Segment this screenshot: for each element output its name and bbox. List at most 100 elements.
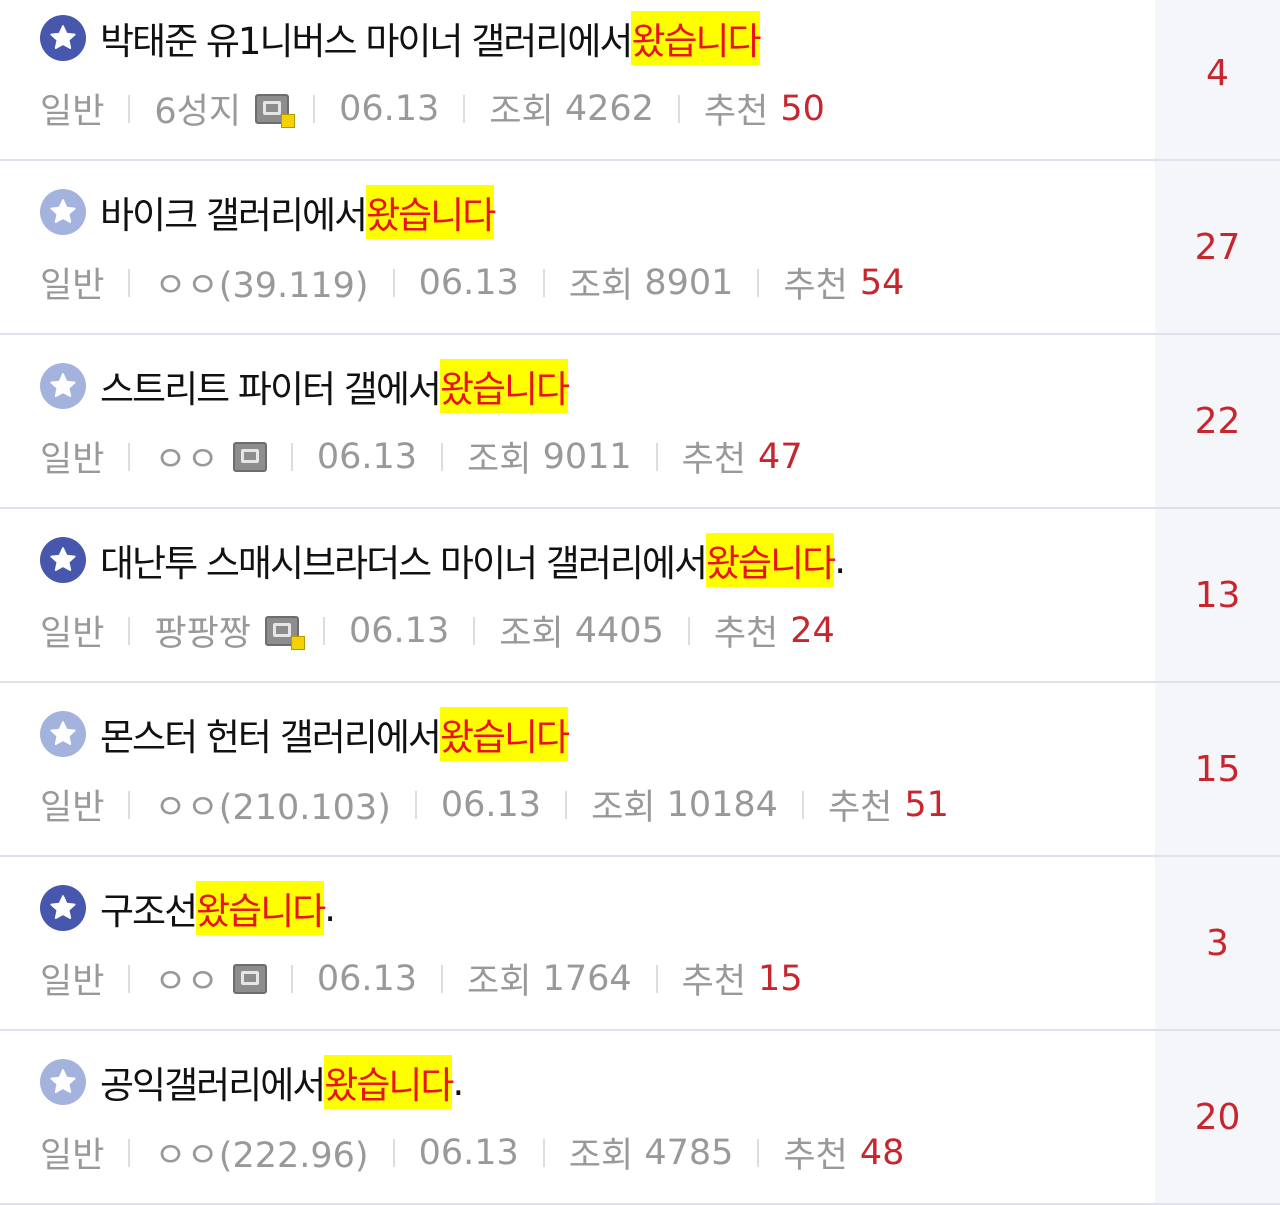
author[interactable]: ㅇㅇ — [154, 962, 219, 1002]
comment-count[interactable]: 20 — [1155, 1031, 1280, 1203]
divider — [542, 1138, 545, 1167]
divider — [323, 616, 326, 645]
author[interactable]: ㅇㅇ(222.96) — [154, 1136, 369, 1176]
recommend-count: 15 — [758, 958, 803, 999]
category: 일반 — [40, 440, 105, 480]
post-row[interactable]: 공익갤러리에서 왔습니다 . 일반 ㅇㅇ(222.96) 06.13 조회 47… — [0, 1031, 1280, 1205]
recommend-count: 51 — [904, 784, 949, 825]
comment-count-value: 20 — [1194, 1096, 1241, 1138]
category: 일반 — [40, 614, 105, 654]
date: 06.13 — [440, 784, 542, 825]
category: 일반 — [40, 1136, 105, 1176]
category: 일반 — [40, 92, 105, 132]
star-icon — [40, 189, 86, 235]
title-highlight: 왔습니다 — [324, 1055, 454, 1109]
post-meta: 일반 6성지 06.13 조회 4262 추천 50 — [40, 83, 825, 134]
title-text: 스트리트 파이터 갤에서 — [100, 368, 442, 411]
divider — [757, 1138, 760, 1167]
post-main[interactable]: 대난투 스매시브라더스 마이너 갤러리에서 왔습니다 . 일반 팡팡짱 06.1… — [0, 509, 1155, 681]
divider — [565, 790, 568, 819]
views-label: 조회 — [499, 614, 564, 654]
post-main[interactable]: 박태준 유1니버스 마이너 갤러리에서 왔습니다 일반 6성지 06.13 조회… — [0, 0, 1155, 159]
comment-count[interactable]: 27 — [1155, 161, 1280, 333]
divider — [414, 790, 417, 819]
post-main[interactable]: 구조선 왔습니다 . 일반 ㅇㅇ 06.13 조회 1764 추천 15 — [0, 857, 1155, 1029]
post-meta: 일반 ㅇㅇ(39.119) 06.13 조회 8901 추천 54 — [40, 257, 904, 308]
views-label: 조회 — [467, 962, 532, 1002]
views-label: 조회 — [467, 440, 532, 480]
recommend-label: 추천 — [681, 962, 747, 1002]
post-row[interactable]: 박태준 유1니버스 마이너 갤러리에서 왔습니다 일반 6성지 06.13 조회… — [0, 0, 1280, 161]
gallercon-icon — [232, 441, 267, 472]
title-text: 대난투 스매시브라더스 마이너 갤러리에서 — [100, 542, 708, 585]
category: 일반 — [40, 962, 105, 1002]
divider — [290, 442, 293, 471]
views-label: 조회 — [568, 1136, 634, 1176]
date: 06.13 — [349, 610, 450, 651]
post-title[interactable]: 공익갤러리에서 왔습니다 . — [40, 1055, 464, 1109]
post-title[interactable]: 대난투 스매시브라더스 마이너 갤러리에서 왔습니다 . — [40, 533, 846, 587]
post-title[interactable]: 박태준 유1니버스 마이너 갤러리에서 왔습니다 — [40, 11, 762, 65]
recommended-star-icon — [40, 15, 86, 61]
author[interactable]: ㅇㅇ(39.119) — [154, 266, 369, 306]
post-title[interactable]: 바이크 갤러리에서 왔습니다 — [40, 185, 496, 239]
post-meta: 일반 ㅇㅇ(210.103) 06.13 조회 10184 추천 51 — [40, 779, 949, 830]
author[interactable]: 팡팡짱 — [154, 614, 252, 654]
comment-count[interactable]: 15 — [1155, 683, 1280, 855]
views-count: 1764 — [542, 958, 632, 999]
title-text: 바이크 갤러리에서 — [100, 194, 368, 237]
recommended-star-icon — [40, 537, 86, 583]
post-row[interactable]: 스트리트 파이터 갤에서 왔습니다 일반 ㅇㅇ 06.13 조회 9011 추천… — [0, 335, 1280, 509]
recommend-label: 추천 — [713, 614, 779, 654]
recommended-star-icon — [40, 885, 86, 931]
recommend-label: 추천 — [783, 1136, 848, 1176]
title-text: 박태준 유1니버스 마이너 갤러리에서 — [100, 20, 633, 63]
post-row[interactable]: 대난투 스매시브라더스 마이너 갤러리에서 왔습니다 . 일반 팡팡짱 06.1… — [0, 509, 1280, 683]
post-main[interactable]: 바이크 갤러리에서 왔습니다 일반 ㅇㅇ(39.119) 06.13 조회 89… — [0, 161, 1155, 333]
date: 06.13 — [418, 1132, 519, 1173]
post-title[interactable]: 스트리트 파이터 갤에서 왔습니다 — [40, 359, 570, 413]
date: 06.13 — [316, 436, 418, 477]
author[interactable]: ㅇㅇ(210.103) — [154, 788, 391, 828]
title-suffix: . — [324, 886, 336, 930]
title-highlight: 왔습니다 — [366, 185, 496, 239]
divider — [655, 964, 658, 993]
comment-count-value: 4 — [1206, 52, 1229, 94]
comment-count[interactable]: 22 — [1155, 335, 1280, 507]
fixed-nick-badge-icon — [291, 635, 306, 650]
divider — [128, 1138, 131, 1167]
divider — [757, 268, 760, 297]
recommend-label: 추천 — [827, 788, 893, 828]
author[interactable]: 6성지 — [154, 92, 242, 132]
divider — [128, 964, 131, 993]
title-highlight: 왔습니다 — [706, 533, 836, 587]
post-main[interactable]: 몬스터 헌터 갤러리에서 왔습니다 일반 ㅇㅇ(210.103) 06.13 조… — [0, 683, 1155, 855]
title-text: 구조선 — [100, 890, 198, 933]
date: 06.13 — [339, 88, 440, 129]
comment-count[interactable]: 13 — [1155, 509, 1280, 681]
post-row[interactable]: 바이크 갤러리에서 왔습니다 일반 ㅇㅇ(39.119) 06.13 조회 89… — [0, 161, 1280, 335]
recommend-count: 54 — [859, 262, 905, 303]
views-count: 4785 — [644, 1132, 734, 1173]
author[interactable]: ㅇㅇ — [154, 440, 219, 480]
divider — [128, 442, 131, 471]
divider — [473, 616, 476, 645]
post-row[interactable]: 구조선 왔습니다 . 일반 ㅇㅇ 06.13 조회 1764 추천 15 3 — [0, 857, 1280, 1031]
comment-count[interactable]: 3 — [1155, 857, 1280, 1029]
recommend-label: 추천 — [783, 266, 848, 306]
views-count: 10184 — [666, 784, 778, 825]
divider — [313, 94, 316, 123]
fixed-nick-badge-icon — [281, 113, 296, 128]
post-main[interactable]: 공익갤러리에서 왔습니다 . 일반 ㅇㅇ(222.96) 06.13 조회 47… — [0, 1031, 1155, 1203]
post-title[interactable]: 구조선 왔습니다 . — [40, 881, 336, 935]
comment-count-value: 15 — [1194, 748, 1241, 790]
comment-count-value: 3 — [1206, 922, 1229, 964]
divider — [290, 964, 293, 993]
comment-count[interactable]: 4 — [1155, 0, 1280, 159]
post-main[interactable]: 스트리트 파이터 갤에서 왔습니다 일반 ㅇㅇ 06.13 조회 9011 추천… — [0, 335, 1155, 507]
post-row[interactable]: 몬스터 헌터 갤러리에서 왔습니다 일반 ㅇㅇ(210.103) 06.13 조… — [0, 683, 1280, 857]
post-title[interactable]: 몬스터 헌터 갤러리에서 왔습니다 — [40, 707, 570, 761]
recommend-label: 추천 — [703, 92, 769, 132]
views-count: 4262 — [564, 88, 654, 129]
